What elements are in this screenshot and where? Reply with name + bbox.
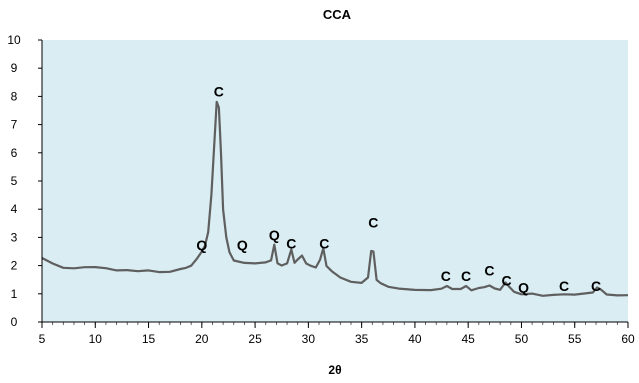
x-tick-label: 5 [39, 332, 46, 346]
y-tick-label: 5 [11, 174, 18, 188]
y-tick-label: 7 [11, 118, 18, 132]
x-tick-label: 50 [515, 332, 529, 346]
y-tick-label: 1 [11, 287, 18, 301]
peak-annotation: C [501, 272, 511, 288]
y-tick-label: 8 [11, 89, 18, 103]
peak-annotation: Q [269, 227, 280, 243]
x-tick-label: 15 [142, 332, 156, 346]
y-tick-label: 10 [7, 33, 21, 47]
peak-annotation: C [484, 262, 494, 278]
x-tick-label: 55 [568, 332, 582, 346]
peak-annotation: C [319, 236, 329, 252]
peak-annotation: Q [196, 237, 207, 253]
y-axis-ticks: 0 1 2 3 4 5 6 7 8 9 10 [7, 33, 42, 329]
peak-annotations: CQ QQC CCC C CC Q C C [196, 83, 601, 295]
peak-annotation: C [461, 268, 471, 284]
x-tick-label: 30 [302, 332, 316, 346]
x-tick-label: 20 [195, 332, 209, 346]
y-tick-label: 6 [11, 146, 18, 160]
peak-annotation: C [214, 83, 224, 99]
series-line [41, 100, 629, 297]
y-tick-label: 0 [11, 315, 18, 329]
x-tick-label: 60 [621, 332, 635, 346]
peak-annotation: C [591, 278, 601, 294]
x-axis-ticks: 5 10 15 20 25 30 35 40 45 50 55 60 [39, 322, 635, 346]
x-tick-label: 35 [355, 332, 369, 346]
peak-annotation: C [441, 268, 451, 284]
x-axis-label: 2θ [328, 363, 341, 377]
peak-annotation: Q [518, 279, 529, 295]
peak-annotation: C [559, 278, 569, 294]
plot-area [42, 40, 628, 322]
peak-annotation: Q [237, 237, 248, 253]
y-tick-label: 9 [11, 61, 18, 75]
chart-title: CCA [323, 7, 352, 22]
peak-annotation: C [368, 215, 378, 231]
x-tick-label: 25 [248, 332, 262, 346]
x-tick-label: 45 [462, 332, 476, 346]
y-tick-label: 4 [11, 202, 18, 216]
peak-annotation: C [286, 236, 296, 252]
y-tick-label: 2 [11, 259, 18, 273]
x-tick-label: 10 [89, 332, 103, 346]
x-tick-label: 40 [408, 332, 422, 346]
y-tick-label: 3 [11, 230, 18, 244]
